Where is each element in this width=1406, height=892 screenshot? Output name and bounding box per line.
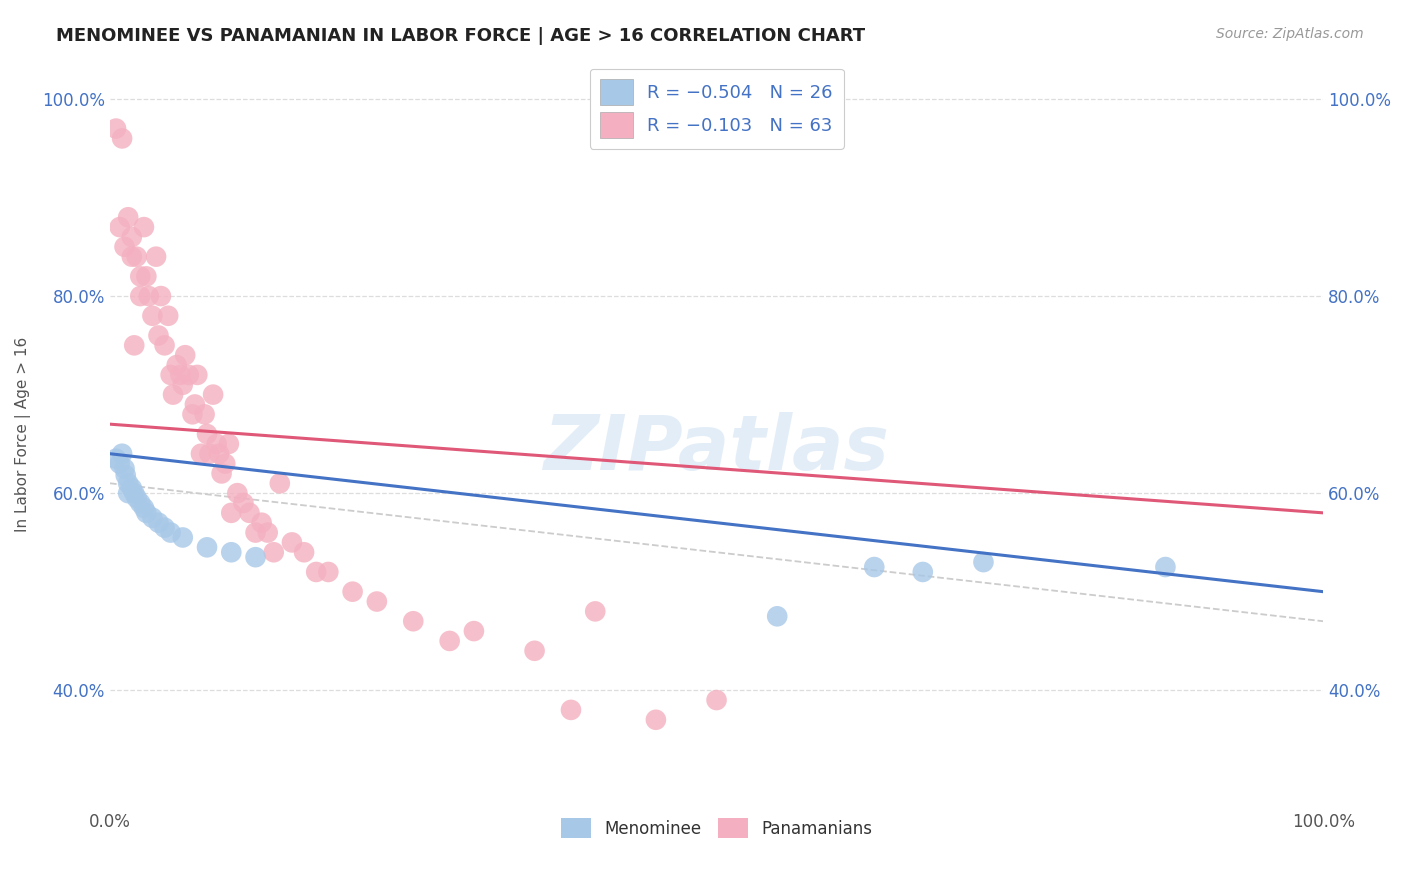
Point	[132, 220, 155, 235]
Point	[194, 407, 217, 421]
Point	[238, 506, 260, 520]
Point	[149, 289, 172, 303]
Point	[121, 481, 143, 495]
Point	[305, 565, 328, 579]
Point	[121, 250, 143, 264]
Point	[159, 368, 181, 382]
Point	[159, 525, 181, 540]
Point	[108, 220, 131, 235]
Point	[177, 368, 200, 382]
Point	[105, 451, 128, 466]
Point	[226, 486, 249, 500]
Point	[911, 565, 934, 579]
Point	[211, 467, 233, 481]
Point	[129, 496, 152, 510]
Point	[186, 368, 208, 382]
Point	[523, 644, 546, 658]
Point	[153, 338, 176, 352]
Point	[117, 486, 139, 500]
Point	[972, 555, 994, 569]
Point	[181, 407, 204, 421]
Point	[256, 525, 278, 540]
Point	[138, 289, 160, 303]
Point	[198, 447, 221, 461]
Point	[122, 338, 145, 352]
Point	[117, 211, 139, 225]
Point	[114, 240, 136, 254]
Point	[644, 713, 666, 727]
Point	[706, 693, 728, 707]
Point	[202, 387, 225, 401]
Point	[153, 521, 176, 535]
Point	[560, 703, 582, 717]
Point	[269, 476, 291, 491]
Point	[117, 476, 139, 491]
Point	[129, 269, 152, 284]
Point	[342, 584, 364, 599]
Point	[169, 368, 191, 382]
Point	[439, 634, 461, 648]
Point	[141, 510, 163, 524]
Point	[766, 609, 789, 624]
Point	[111, 447, 134, 461]
Point	[145, 250, 167, 264]
Point	[174, 348, 197, 362]
Point	[318, 565, 340, 579]
Text: MENOMINEE VS PANAMANIAN IN LABOR FORCE | AGE > 16 CORRELATION CHART: MENOMINEE VS PANAMANIAN IN LABOR FORCE |…	[56, 27, 865, 45]
Point	[148, 516, 170, 530]
Y-axis label: In Labor Force | Age > 16: In Labor Force | Age > 16	[15, 336, 31, 532]
Point	[292, 545, 315, 559]
Point	[863, 560, 886, 574]
Point	[114, 468, 136, 483]
Point	[105, 121, 128, 136]
Point	[214, 457, 236, 471]
Point	[463, 624, 485, 638]
Point	[157, 309, 180, 323]
Point	[122, 486, 145, 500]
Point	[125, 250, 148, 264]
Point	[208, 447, 231, 461]
Point	[221, 545, 243, 559]
Text: Source: ZipAtlas.com: Source: ZipAtlas.com	[1216, 27, 1364, 41]
Point	[221, 506, 243, 520]
Point	[172, 531, 194, 545]
Point	[135, 269, 157, 284]
Point	[1154, 560, 1177, 574]
Point	[108, 457, 131, 471]
Point	[195, 427, 218, 442]
Point	[111, 131, 134, 145]
Point	[245, 550, 267, 565]
Point	[132, 500, 155, 515]
Point	[190, 447, 212, 461]
Point	[125, 491, 148, 505]
Point	[135, 506, 157, 520]
Point	[162, 387, 184, 401]
Point	[205, 437, 228, 451]
Point	[172, 377, 194, 392]
Point	[195, 541, 218, 555]
Text: ZIPatlas: ZIPatlas	[544, 412, 890, 486]
Point	[141, 309, 163, 323]
Point	[583, 604, 606, 618]
Point	[366, 594, 388, 608]
Point	[166, 358, 188, 372]
Point	[218, 437, 240, 451]
Point	[232, 496, 254, 510]
Point	[114, 461, 136, 475]
Point	[184, 397, 207, 411]
Point	[129, 289, 152, 303]
Point	[148, 328, 170, 343]
Point	[250, 516, 273, 530]
Point	[245, 525, 267, 540]
Point	[121, 230, 143, 244]
Point	[402, 614, 425, 628]
Point	[281, 535, 304, 549]
Point	[263, 545, 285, 559]
Legend: Menominee, Panamanians: Menominee, Panamanians	[554, 812, 879, 845]
